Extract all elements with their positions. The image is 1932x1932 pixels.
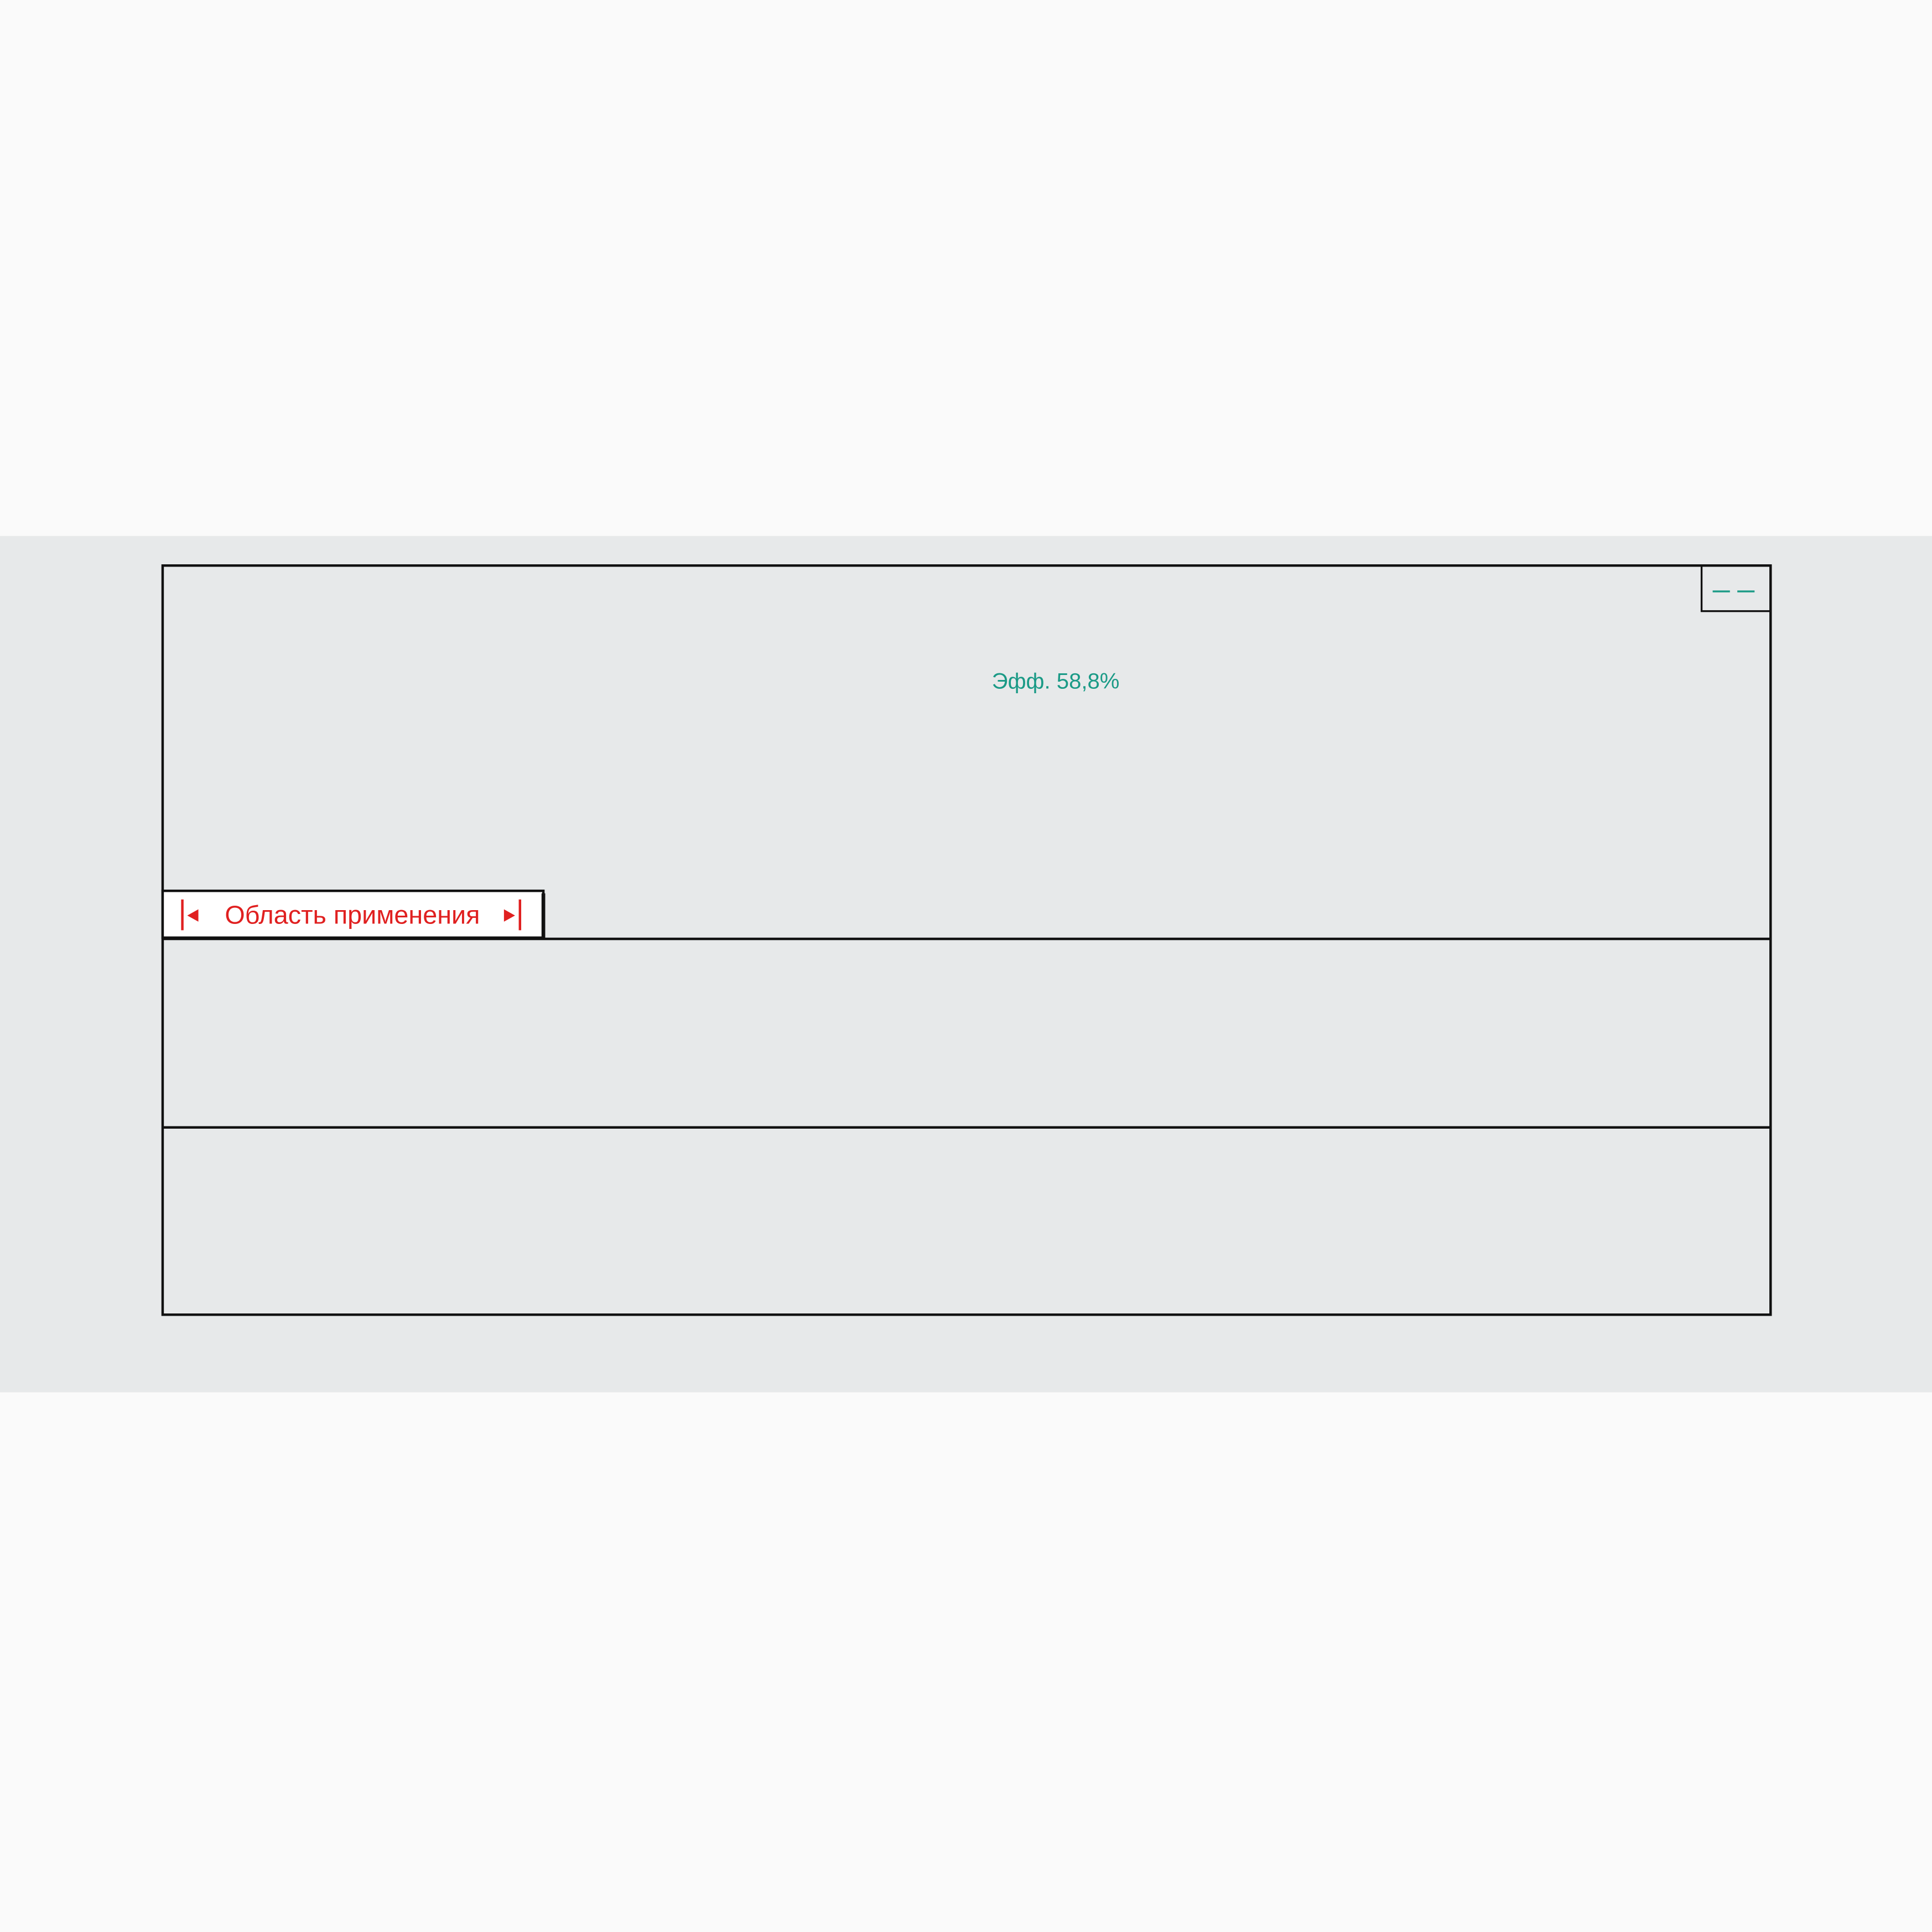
legend-box (1700, 564, 1772, 612)
range-box (161, 889, 545, 939)
efficiency-annotation: Эфф. 58,8% (992, 669, 1120, 693)
range-left-arrow (187, 909, 199, 922)
range-label: Область применения (225, 900, 480, 929)
frame: Область применения Эфф. 58,8% (161, 564, 1772, 1316)
chart-background (0, 536, 1932, 1393)
range-right-arrow (503, 909, 515, 922)
